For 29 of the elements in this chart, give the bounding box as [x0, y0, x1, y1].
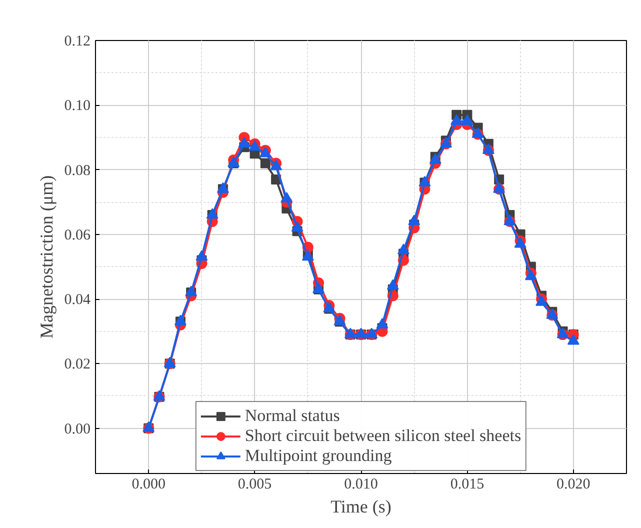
point: [260, 158, 270, 168]
y-tick-label: 0.06: [64, 227, 91, 244]
point: [567, 334, 580, 345]
point: [196, 250, 208, 261]
point: [408, 214, 420, 226]
point: [376, 318, 388, 329]
x-tick-label: 0.020: [556, 476, 590, 492]
point: [238, 137, 250, 148]
point: [386, 279, 399, 290]
x-tick-label: 0.000: [132, 476, 166, 492]
point: [291, 221, 304, 232]
legend-label: Multipoint grounding: [244, 446, 392, 466]
point: [461, 114, 474, 125]
y-tick-label: 0.08: [64, 162, 90, 179]
point: [280, 192, 293, 203]
legend-label: Short circuit between silicon steel sheets: [244, 426, 522, 446]
y-tick-label: 0.12: [64, 34, 90, 50]
legend-label: Normal status: [244, 406, 340, 426]
x-tick-label: 0.010: [344, 476, 378, 492]
y-tick-label: 0.10: [64, 98, 90, 114]
point: [397, 244, 410, 254]
x-tick-label: 0.005: [238, 476, 272, 492]
y-tick-label: 0.02: [64, 356, 90, 373]
y-axis-title: Magnetostriction (μm): [36, 175, 56, 339]
point: [450, 114, 463, 125]
y-tick-label: 0.00: [64, 421, 90, 438]
x-axis-title: Time (s): [330, 496, 392, 516]
y-tick-label: 0.04: [64, 292, 91, 308]
x-tick-label: 0.015: [450, 476, 484, 492]
